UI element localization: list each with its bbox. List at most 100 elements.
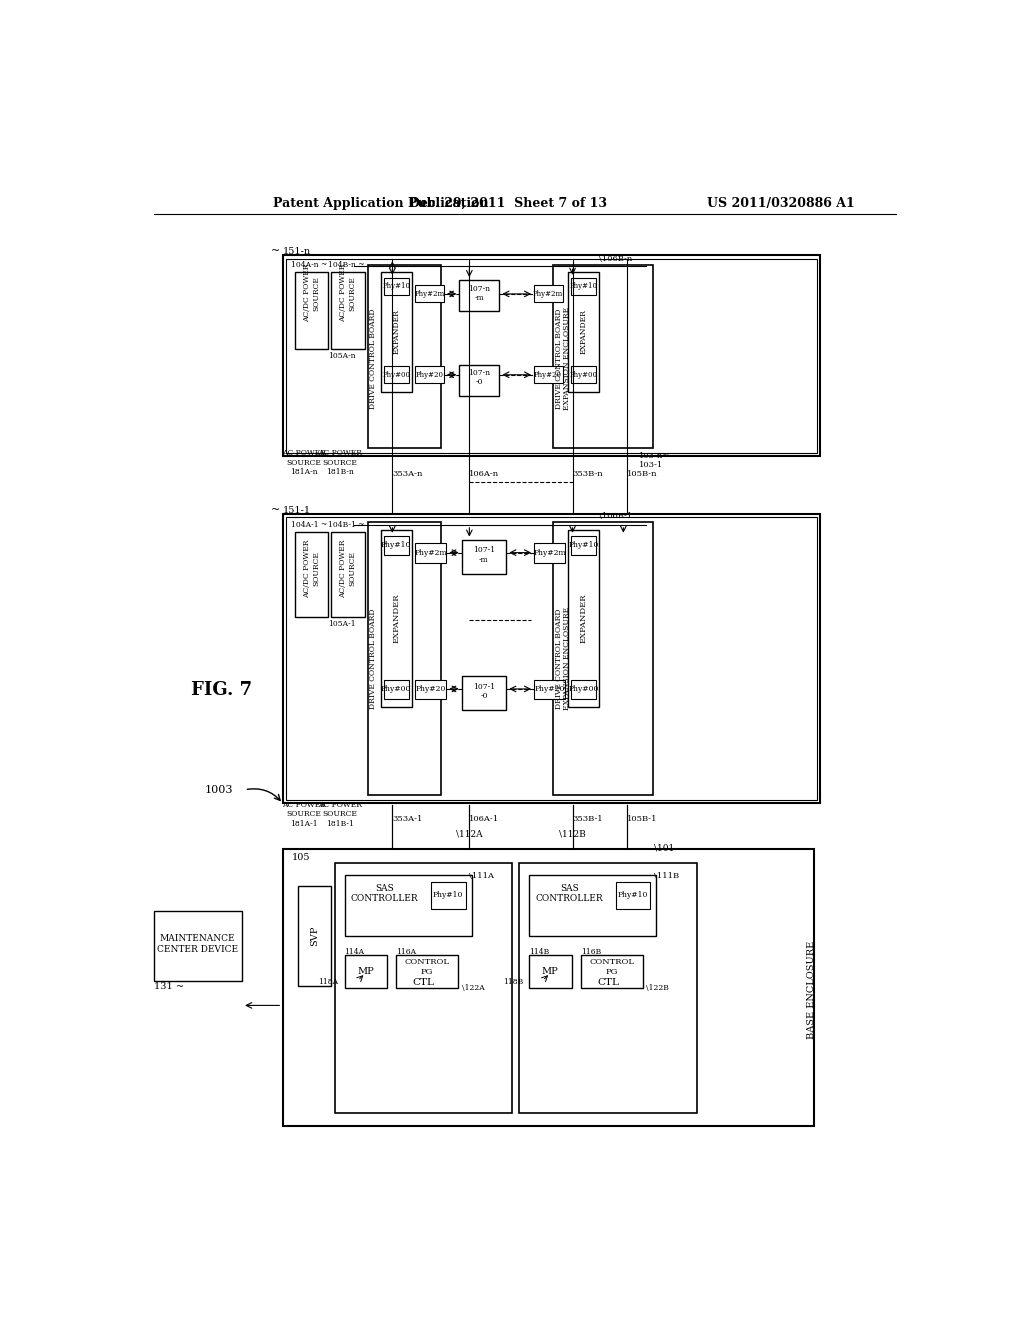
Bar	[535, 285, 562, 302]
Text: Phy#10: Phy#10	[569, 282, 597, 290]
Bar	[529, 874, 656, 936]
Bar	[553, 264, 652, 447]
Text: 118B: 118B	[503, 978, 523, 986]
Bar	[519, 863, 696, 1113]
Text: 107-1
-m: 107-1 -m	[473, 546, 495, 564]
Text: 353A-n: 353A-n	[392, 470, 423, 478]
Bar	[298, 886, 331, 986]
Text: BASE ENCLOSURE: BASE ENCLOSURE	[807, 941, 816, 1039]
Text: 105: 105	[292, 853, 310, 862]
Text: 105B-1: 105B-1	[628, 814, 657, 824]
Text: AC POWER
SOURCE
181B-1: AC POWER SOURCE 181B-1	[318, 801, 362, 828]
Text: US 2011/0320886 A1: US 2011/0320886 A1	[708, 197, 855, 210]
Bar	[368, 264, 441, 447]
Bar	[615, 882, 650, 909]
Text: 1003: 1003	[205, 785, 233, 795]
Text: 105A-1: 105A-1	[328, 620, 355, 628]
Text: \122B: \122B	[646, 985, 670, 993]
Text: Phy#20: Phy#20	[416, 685, 446, 693]
Text: MAINTENANCE
CENTER DEVICE: MAINTENANCE CENTER DEVICE	[157, 935, 239, 953]
Text: CONTROL
PG: CONTROL PG	[589, 958, 634, 975]
Text: Phy#10: Phy#10	[568, 541, 598, 549]
Text: 103-n~
103-1: 103-n~ 103-1	[639, 451, 670, 469]
Bar	[460, 364, 500, 396]
Text: Phy#00: Phy#00	[569, 371, 597, 379]
Text: EXPANDER: EXPANDER	[392, 594, 400, 643]
Bar	[345, 956, 387, 987]
Text: Phy#00: Phy#00	[568, 685, 598, 693]
Bar	[416, 544, 446, 562]
Text: 104B-n ~: 104B-n ~	[328, 261, 365, 269]
Text: DRIVE CONTROL BOARD: DRIVE CONTROL BOARD	[555, 309, 562, 409]
Text: EXPANDER: EXPANDER	[392, 309, 400, 354]
Text: Phy#10: Phy#10	[432, 891, 463, 899]
Text: ~: ~	[270, 247, 280, 256]
Text: EXPANSION ENCLOSURE: EXPANSION ENCLOSURE	[563, 308, 571, 411]
Bar	[535, 544, 565, 562]
Text: EXPANSION ENCLOSURE: EXPANSION ENCLOSURE	[563, 607, 571, 710]
Bar	[581, 956, 643, 987]
Text: 105B-n: 105B-n	[628, 470, 657, 478]
Text: AC/DC POWER
SOURCE: AC/DC POWER SOURCE	[339, 264, 356, 322]
Text: 104B-1 ~: 104B-1 ~	[328, 521, 365, 529]
Text: 105A-n: 105A-n	[328, 352, 355, 360]
Text: Phy#10: Phy#10	[617, 891, 648, 899]
Bar	[571, 536, 596, 554]
Text: 107-n
-m: 107-n -m	[468, 285, 490, 302]
Bar	[345, 874, 472, 936]
Text: \111B: \111B	[654, 873, 679, 880]
Bar	[286, 517, 817, 800]
Text: SAS
CONTROLLER: SAS CONTROLLER	[351, 884, 419, 903]
Bar	[460, 280, 500, 312]
Text: CONTROL
PG: CONTROL PG	[404, 958, 450, 975]
Text: 106A-n: 106A-n	[469, 470, 500, 478]
Text: CTL: CTL	[413, 978, 434, 987]
Text: \111A: \111A	[469, 873, 495, 880]
Text: 104A-n ~: 104A-n ~	[292, 261, 328, 269]
Text: SVP: SVP	[310, 925, 319, 946]
Text: 151-n: 151-n	[283, 247, 311, 256]
Text: EXPANDER: EXPANDER	[580, 309, 588, 354]
Bar	[384, 536, 410, 554]
Text: Patent Application Publication: Patent Application Publication	[273, 197, 488, 210]
Text: Dec. 29, 2011  Sheet 7 of 13: Dec. 29, 2011 Sheet 7 of 13	[409, 197, 607, 210]
Bar	[568, 529, 599, 706]
Bar	[571, 366, 596, 383]
Bar	[396, 956, 458, 987]
Bar	[295, 532, 329, 616]
Text: DRIVE CONTROL BOARD: DRIVE CONTROL BOARD	[369, 609, 377, 709]
Text: 131 ~: 131 ~	[154, 982, 183, 990]
Text: AC POWER
SOURCE
181B-n: AC POWER SOURCE 181B-n	[318, 449, 362, 475]
Text: FIG. 7: FIG. 7	[190, 681, 252, 698]
Text: AC POWER
SOURCE
181A-n: AC POWER SOURCE 181A-n	[282, 449, 326, 475]
Text: 114B: 114B	[529, 948, 550, 956]
Text: 116B: 116B	[581, 948, 601, 956]
Text: AC POWER
SOURCE
181A-1: AC POWER SOURCE 181A-1	[282, 801, 326, 828]
Text: \106B-1: \106B-1	[599, 512, 632, 520]
Bar	[331, 272, 365, 350]
Bar	[462, 540, 506, 574]
Bar	[462, 676, 506, 710]
Bar	[416, 366, 444, 383]
Bar	[529, 956, 571, 987]
Text: 118A: 118A	[318, 978, 339, 986]
Text: 114A: 114A	[345, 948, 365, 956]
Text: Phy#10: Phy#10	[381, 541, 412, 549]
Text: Phy#20: Phy#20	[535, 685, 564, 693]
Bar	[553, 521, 652, 795]
Text: ~: ~	[270, 506, 280, 515]
Bar	[568, 272, 599, 392]
Bar	[335, 863, 512, 1113]
Text: AC/DC POWER
SOURCE: AC/DC POWER SOURCE	[303, 264, 321, 322]
Text: Phy#00: Phy#00	[381, 685, 412, 693]
Text: 353B-1: 353B-1	[572, 814, 603, 824]
Text: AC/DC POWER
SOURCE: AC/DC POWER SOURCE	[303, 540, 321, 598]
Text: DRIVE CONTROL BOARD: DRIVE CONTROL BOARD	[555, 609, 562, 709]
Bar	[283, 256, 820, 455]
Bar	[535, 680, 565, 700]
Text: \112A: \112A	[456, 830, 482, 840]
Bar	[384, 366, 410, 383]
Bar	[295, 272, 329, 350]
Bar	[416, 285, 444, 302]
Text: Phy#20: Phy#20	[416, 371, 443, 379]
